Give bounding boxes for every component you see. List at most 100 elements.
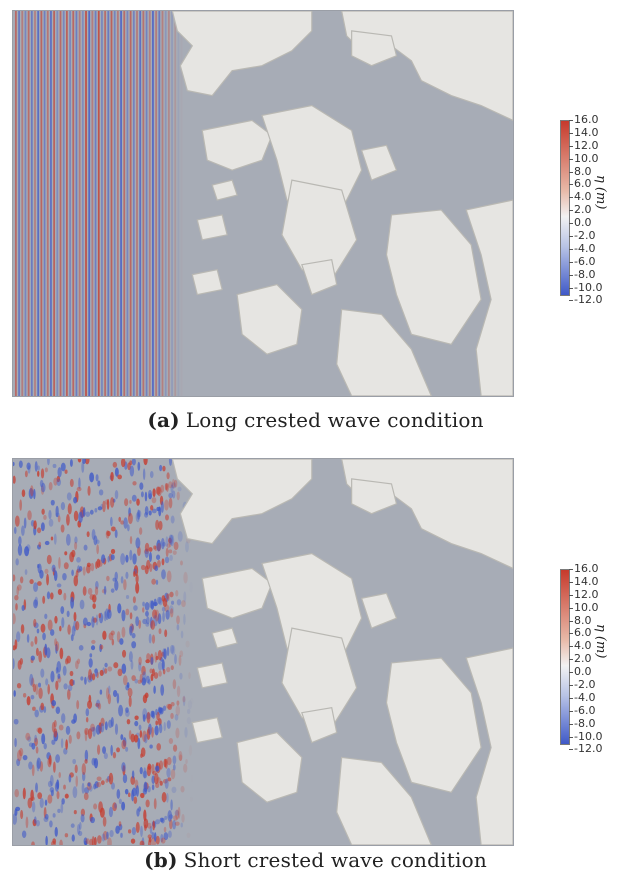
wave-crest [37,470,40,477]
wave-crest [85,838,90,845]
wave-crest [106,609,112,620]
wave-crest [63,683,68,690]
wave-crest [157,596,162,604]
wave-crest [183,591,187,603]
wave-crest [143,809,147,822]
wave-crest [183,613,186,625]
wave-crest [124,498,129,507]
wave-crest [112,751,117,759]
wave-crest [165,536,169,548]
wave-crest [121,626,126,638]
wave-crest [34,709,39,718]
wave-crest [16,758,21,767]
wave-crest [118,516,122,522]
islet-b [196,214,228,241]
wave-crest [66,610,70,618]
wave-crest [30,485,34,497]
wave-crest [154,651,158,663]
wave-crest [167,11,170,396]
wave-crest [137,546,141,557]
wave-crest [155,720,159,726]
wave-crest [13,574,16,582]
wave-crest [49,820,53,828]
wave-crest [95,614,99,626]
islet-e [301,259,338,296]
wave-crest [93,836,97,845]
wave-crest [98,489,104,496]
wave-crest [90,562,95,572]
wave-crest [84,749,89,762]
wave-crest [105,687,110,700]
wave-crest [127,829,132,834]
wave-crest [151,784,155,791]
wave-crest [50,499,55,506]
wave-crest [140,564,146,571]
wave-crest [68,734,72,744]
wave-crest [156,743,162,751]
wave-crest [151,727,154,738]
surface-elevation-map [13,11,513,396]
wave-crest [114,529,118,539]
wave-crest [40,623,46,633]
wave-crest [33,520,37,530]
wave-crest [145,622,150,627]
wave-crest [151,634,156,644]
wave-crest [103,752,108,760]
wave-crest [58,724,64,731]
wave-crest [152,609,158,619]
wave-crest [114,489,119,500]
wave-crest [125,707,129,714]
wave-crest [47,459,50,466]
wave-crest [171,478,175,489]
wave-crest [26,462,31,470]
wave-crest [148,633,152,644]
wave-crest [116,11,119,396]
wave-crest [136,808,140,817]
wave-crest [69,459,73,467]
wave-crest [151,508,157,514]
wave-crest [133,571,136,577]
wave-crest [27,510,32,521]
wave-crest [97,506,103,511]
colorbar-a: 16.0 14.0 12.0 10.0 8.0 6.0 4.0 2.0 0.0 … [560,113,630,310]
wave-crest [160,684,165,696]
wave-crest [77,459,82,463]
wave-crest [95,580,99,590]
wave-crest [97,703,102,710]
wave-crest [157,613,162,625]
wave-crest [69,551,75,563]
wave-crest [43,11,46,396]
wave-crest [140,753,143,758]
wave-crest [64,658,69,665]
wave-crest [37,682,42,688]
wave-crest [85,717,89,723]
wave-crest [91,836,95,845]
wave-crest [137,679,142,684]
wave-crest [79,566,83,572]
wave-crest [59,647,64,660]
wave-crest [44,813,49,820]
wave-crest [120,832,123,838]
colorbar-tick: -10.0 [574,281,614,295]
wave-crest [176,685,181,698]
wave-crest [155,782,160,789]
wave-crest [33,599,38,609]
wave-crest [87,782,91,787]
wave-crest [71,719,76,724]
wave-crest [18,11,20,396]
wave-crest [122,773,128,784]
wave-crest [107,666,113,672]
wave-crest [174,821,180,826]
wave-crest [95,702,99,707]
wave-crest [149,668,153,674]
wave-crest [60,462,66,472]
wave-crest [139,527,143,535]
wave-crest [155,765,160,772]
wave-crest [118,821,122,827]
wave-crest [73,575,79,587]
wave-crest [152,668,155,677]
wave-crest [145,799,150,808]
wave-crest [58,772,61,779]
wave-crest [70,634,74,642]
wave-crest [152,820,155,831]
